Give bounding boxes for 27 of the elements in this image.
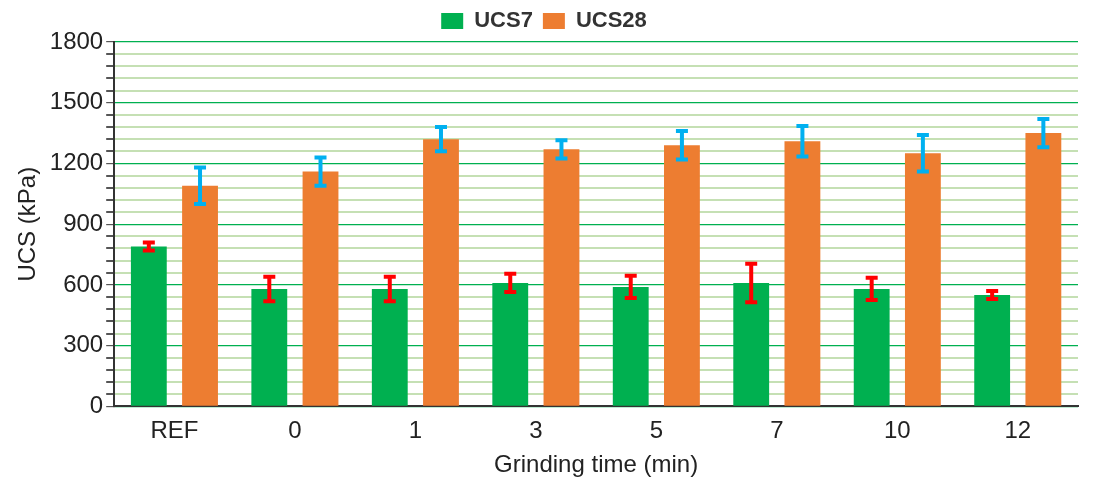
bar	[664, 145, 700, 406]
bar	[182, 185, 218, 406]
y-tick-label: 0	[89, 391, 104, 419]
x-tick-label: REF	[150, 416, 199, 444]
bar	[1025, 133, 1062, 406]
y-tick-label: 1500	[49, 87, 104, 115]
legend-label: UCS7	[474, 7, 533, 33]
bar	[543, 149, 580, 406]
y-axis-title: UCS (kPa)	[13, 166, 41, 282]
x-tick-label: 5	[649, 416, 664, 444]
bar	[904, 153, 941, 406]
x-tick-label: 3	[529, 416, 543, 444]
x-tick-label: 0	[288, 416, 302, 444]
x-tick-label: 7	[770, 416, 784, 444]
y-tick-label: 1200	[49, 148, 104, 176]
x-tick-label: 1	[408, 416, 423, 444]
x-axis-title: Grinding time (min)	[494, 450, 699, 478]
x-tick-label: 12	[1004, 416, 1032, 444]
bar	[784, 141, 821, 406]
bar	[302, 171, 339, 406]
legend-label: UCS28	[575, 7, 647, 33]
x-tick-label: 10	[883, 416, 911, 444]
y-tick-label: 600	[63, 269, 104, 297]
y-tick-label: 300	[63, 330, 104, 358]
y-tick-label: 900	[63, 208, 104, 236]
y-tick-label: 1800	[49, 26, 104, 54]
bar	[423, 139, 459, 406]
